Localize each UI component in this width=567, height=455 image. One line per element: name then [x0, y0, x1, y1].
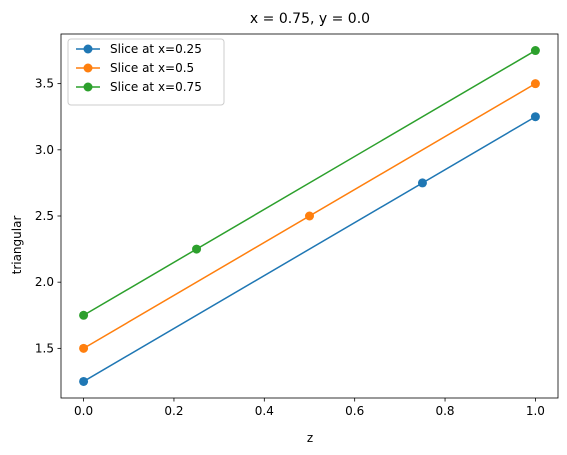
series-line-3	[83, 49, 536, 316]
legend-marker-2	[83, 63, 93, 73]
y-axis-label: triangular	[10, 216, 24, 275]
y-tick-label: 3.0	[35, 143, 54, 157]
chart-title: x = 0.75, y = 0.0	[250, 11, 370, 27]
y-axis: 1.5 2.0 2.5 3.0 3.5	[35, 77, 61, 355]
legend-marker-1	[83, 44, 93, 54]
legend-frame	[67, 38, 225, 106]
series-2-point	[530, 79, 540, 89]
legend: Slice at x=0.25 Slice at x=0.5 Slice at x=…	[67, 38, 225, 106]
y-tick-label: 2.5	[35, 209, 54, 223]
x-tick-label: 0.6	[345, 404, 364, 418]
series-1-point	[79, 376, 89, 386]
series-3-point	[192, 244, 202, 254]
legend-label-2: Slice at x=0.5	[110, 61, 194, 75]
y-tick-label: 1.5	[35, 341, 54, 355]
legend-label-1: Slice at x=0.25	[110, 42, 202, 56]
legend-label-3: Slice at x=0.75	[110, 80, 202, 94]
series-3-point	[530, 46, 540, 56]
x-axis: 0.0 0.2 0.4 0.6 0.8 1.0	[74, 398, 545, 418]
series-2-point	[305, 211, 314, 221]
x-tick-label: 0.8	[435, 404, 454, 418]
series-2-point	[79, 343, 89, 353]
x-tick-label: 0.2	[164, 404, 183, 418]
series-1-point	[417, 178, 427, 188]
x-tick-label: 1.0	[526, 404, 545, 418]
legend-marker-3	[83, 82, 93, 92]
series-3-point	[79, 310, 89, 320]
series-line-1	[83, 116, 536, 383]
y-tick-label: 2.0	[35, 275, 54, 289]
series-1-point	[530, 112, 540, 122]
x-tick-label: 0.0	[74, 404, 93, 418]
x-tick-label: 0.4	[255, 404, 274, 418]
x-axis-label: z	[307, 431, 313, 445]
y-tick-label: 3.5	[35, 77, 54, 91]
